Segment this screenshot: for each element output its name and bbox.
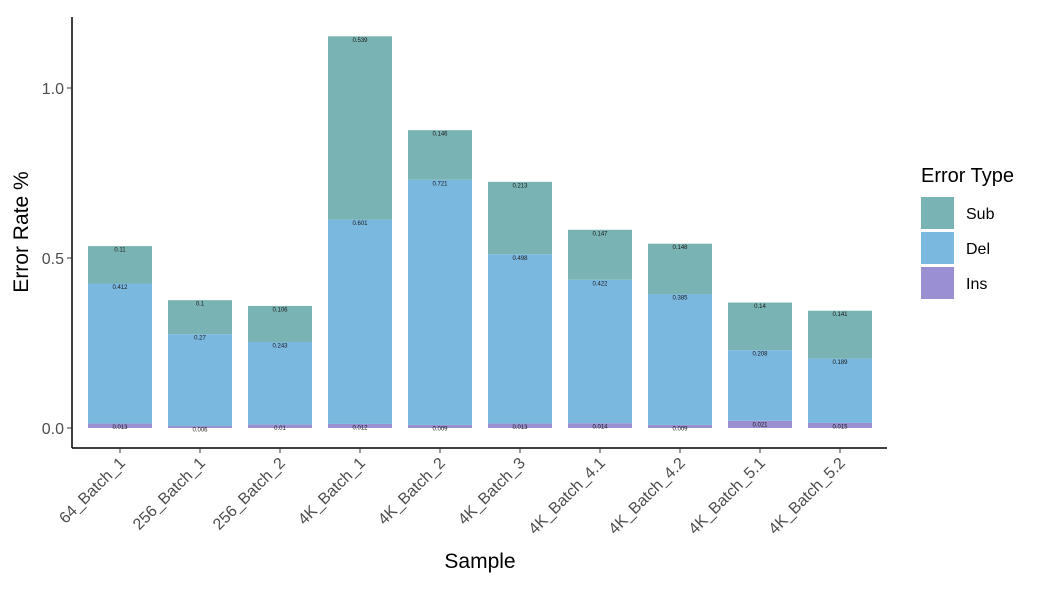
bar-del-64-batch-1 [88, 283, 152, 424]
data-label-del-4k-batch-4-1: 0.422 [592, 281, 608, 287]
x-tick-label-4k-batch-2: 4K_Batch_2 [375, 455, 449, 529]
bar-del-4k-batch-2 [408, 179, 472, 425]
data-label-del-256-batch-2: 0.243 [272, 343, 288, 349]
bar-sub-4k-batch-5-1 [728, 302, 792, 351]
data-label-ins-4k-batch-1: 0.012 [352, 425, 368, 431]
data-label-ins-256-batch-2: 0.01 [274, 426, 286, 432]
data-label-sub-4k-batch-4-2: 0.148 [672, 245, 688, 251]
bar-sub-256-batch-2 [248, 305, 312, 342]
x-axis-title: Sample [444, 550, 515, 573]
x-tick-label-4k-batch-5-1: 4K_Batch_5.1 [686, 455, 769, 538]
legend-label-del: Del [966, 241, 990, 258]
bar-del-256-batch-1 [168, 334, 232, 426]
legend-label-sub: Sub [966, 206, 995, 223]
data-labels-layer: 0.013 0.412 0.11 0.006 0.27 0.1 0.01 0.243 0.106… [112, 38, 848, 434]
bar-del-4k-batch-4-2 [648, 294, 712, 425]
data-label-del-4k-batch-2: 0.721 [432, 181, 448, 187]
bar-ins-4k-batch-3 [488, 423, 552, 428]
y-tick-label-1-0: 1.0 [42, 81, 64, 98]
data-label-del-4k-batch-5-2: 0.189 [832, 360, 848, 366]
x-tick-label-4k-batch-5-2: 4K_Batch_5.2 [766, 455, 849, 538]
data-label-ins-4k-batch-3: 0.013 [512, 425, 528, 431]
data-label-del-4k-batch-4-2: 0.385 [672, 296, 688, 302]
data-label-ins-4k-batch-2: 0.009 [432, 426, 448, 432]
bar-sub-256-batch-1 [168, 300, 232, 335]
data-label-ins-4k-batch-4-2: 0.009 [672, 426, 688, 432]
data-label-del-4k-batch-1: 0.601 [352, 221, 368, 227]
legend: Error Type Sub Del Ins [921, 165, 1014, 299]
bar-sub-4k-batch-2 [408, 130, 472, 180]
bar-sub-64-batch-1 [88, 246, 152, 284]
data-label-sub-4k-batch-5-2: 0.141 [832, 312, 848, 318]
data-label-sub-4k-batch-5-1: 0.14 [754, 304, 766, 310]
bar-sub-4k-batch-1 [328, 36, 392, 220]
bar-ins-4k-batch-2 [408, 424, 472, 428]
x-tick-label-4k-batch-3: 4K_Batch_3 [455, 455, 529, 529]
y-tick-label-0-0: 0.0 [42, 421, 64, 438]
bar-sub-4k-batch-5-2 [808, 310, 872, 359]
bar-ins-256-batch-1 [168, 425, 232, 428]
data-label-sub-256-batch-1: 0.1 [196, 302, 205, 308]
data-label-del-4k-batch-5-1: 0.208 [752, 352, 768, 358]
y-tick-label-0-5: 0.5 [42, 251, 64, 268]
data-label-sub-4k-batch-1: 0.539 [352, 38, 368, 44]
bar-sub-4k-batch-4-2 [648, 243, 712, 295]
data-label-ins-4k-batch-5-1: 0.021 [752, 422, 768, 428]
bar-del-4k-batch-5-2 [808, 358, 872, 423]
x-tick-label-256-batch-1: 256_Batch_1 [130, 455, 209, 534]
data-label-sub-64-batch-1: 0.11 [114, 248, 126, 254]
bar-ins-256-batch-2 [248, 424, 312, 428]
bar-ins-4k-batch-1 [328, 423, 392, 428]
data-label-ins-64-batch-1: 0.013 [112, 425, 128, 431]
x-tick-label-256-batch-2: 256_Batch_2 [210, 455, 289, 534]
x-tick-label-4k-batch-1: 4K_Batch_1 [295, 455, 369, 529]
y-axis-title: Error Rate % [10, 171, 33, 292]
legend-swatch-del [921, 232, 954, 264]
x-tick-label-4k-batch-4-1: 4K_Batch_4.1 [526, 455, 609, 538]
data-label-sub-4k-batch-2: 0.146 [432, 132, 448, 138]
data-label-sub-4k-batch-4-1: 0.147 [592, 231, 608, 237]
bar-del-4k-batch-1 [328, 219, 392, 424]
data-label-ins-256-batch-1: 0.006 [192, 427, 208, 433]
legend-label-ins: Ins [966, 276, 987, 293]
bar-del-4k-batch-3 [488, 254, 552, 424]
data-label-sub-256-batch-2: 0.106 [272, 307, 288, 313]
bar-ins-4k-batch-5-2 [808, 422, 872, 428]
data-label-ins-4k-batch-4-1: 0.014 [592, 425, 608, 431]
x-tick-label-4k-batch-4-2: 4K_Batch_4.2 [606, 455, 689, 538]
data-label-del-4k-batch-3: 0.498 [512, 256, 528, 262]
data-label-sub-4k-batch-3: 0.213 [512, 183, 528, 189]
x-tick-label-64-batch-1: 64_Batch_1 [56, 455, 128, 527]
bar-sub-4k-batch-3 [488, 181, 552, 255]
data-label-del-64-batch-1: 0.412 [112, 285, 128, 291]
bar-del-256-batch-2 [248, 341, 312, 425]
bar-del-4k-batch-4-1 [568, 279, 632, 424]
legend-title: Error Type [921, 165, 1014, 187]
bars-layer [88, 36, 872, 428]
legend-swatch-sub [921, 197, 954, 229]
legend-swatch-ins [921, 267, 954, 299]
bar-del-4k-batch-5-1 [728, 350, 792, 421]
bar-ins-64-batch-1 [88, 423, 152, 428]
bar-ins-4k-batch-4-1 [568, 423, 632, 428]
bar-sub-4k-batch-4-1 [568, 229, 632, 280]
data-label-del-256-batch-1: 0.27 [194, 336, 206, 342]
bar-ins-4k-batch-5-1 [728, 420, 792, 428]
bar-ins-4k-batch-4-2 [648, 424, 712, 428]
data-label-ins-4k-batch-5-2: 0.015 [832, 424, 848, 430]
